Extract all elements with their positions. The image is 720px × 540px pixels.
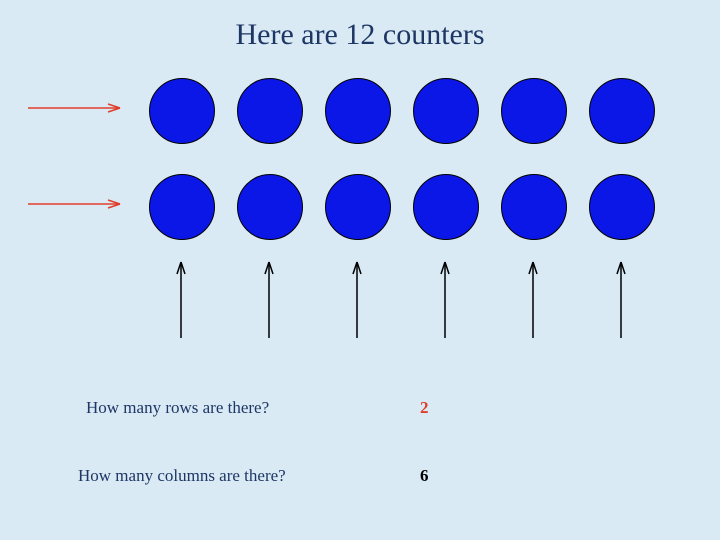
counter <box>501 78 567 144</box>
row-arrow <box>28 200 120 208</box>
counter <box>149 78 215 144</box>
counter <box>149 174 215 240</box>
counter <box>413 78 479 144</box>
column-arrow <box>441 262 449 338</box>
column-arrow <box>529 262 537 338</box>
column-arrow <box>265 262 273 338</box>
answer-columns: 6 <box>420 466 429 486</box>
counter <box>589 78 655 144</box>
counter <box>501 174 567 240</box>
counter <box>325 78 391 144</box>
counter <box>325 174 391 240</box>
page-title: Here are 12 counters <box>0 18 720 52</box>
question-columns: How many columns are there? <box>78 466 286 486</box>
counter <box>237 78 303 144</box>
column-arrow <box>177 262 185 338</box>
row-arrow <box>28 104 120 112</box>
counter <box>237 174 303 240</box>
diagram-stage: Here are 12 counters How many rows are t… <box>0 0 720 540</box>
question-rows: How many rows are there? <box>86 398 269 418</box>
answer-rows: 2 <box>420 398 429 418</box>
counter <box>413 174 479 240</box>
column-arrow <box>617 262 625 338</box>
counter <box>589 174 655 240</box>
column-arrow <box>353 262 361 338</box>
